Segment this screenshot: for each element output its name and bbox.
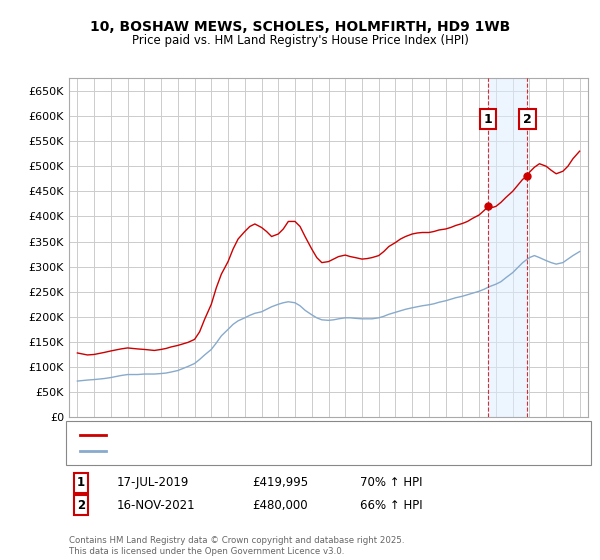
Text: £419,995: £419,995 — [252, 476, 308, 489]
Text: 1: 1 — [484, 113, 493, 125]
Text: 17-JUL-2019: 17-JUL-2019 — [117, 476, 190, 489]
Text: Price paid vs. HM Land Registry's House Price Index (HPI): Price paid vs. HM Land Registry's House … — [131, 34, 469, 46]
Text: 10, BOSHAW MEWS, SCHOLES, HOLMFIRTH, HD9 1WB (detached house): 10, BOSHAW MEWS, SCHOLES, HOLMFIRTH, HD9… — [112, 430, 507, 440]
Text: £480,000: £480,000 — [252, 498, 308, 512]
Text: 2: 2 — [77, 498, 85, 512]
Text: 16-NOV-2021: 16-NOV-2021 — [117, 498, 196, 512]
Text: 2: 2 — [523, 113, 532, 125]
Text: Contains HM Land Registry data © Crown copyright and database right 2025.
This d: Contains HM Land Registry data © Crown c… — [69, 536, 404, 556]
Text: 70% ↑ HPI: 70% ↑ HPI — [360, 476, 422, 489]
Text: 66% ↑ HPI: 66% ↑ HPI — [360, 498, 422, 512]
Text: 10, BOSHAW MEWS, SCHOLES, HOLMFIRTH, HD9 1WB: 10, BOSHAW MEWS, SCHOLES, HOLMFIRTH, HD9… — [90, 20, 510, 34]
Bar — [488, 78, 527, 417]
Text: 1: 1 — [77, 476, 85, 489]
Text: HPI: Average price, detached house, Kirklees: HPI: Average price, detached house, Kirk… — [112, 446, 358, 456]
